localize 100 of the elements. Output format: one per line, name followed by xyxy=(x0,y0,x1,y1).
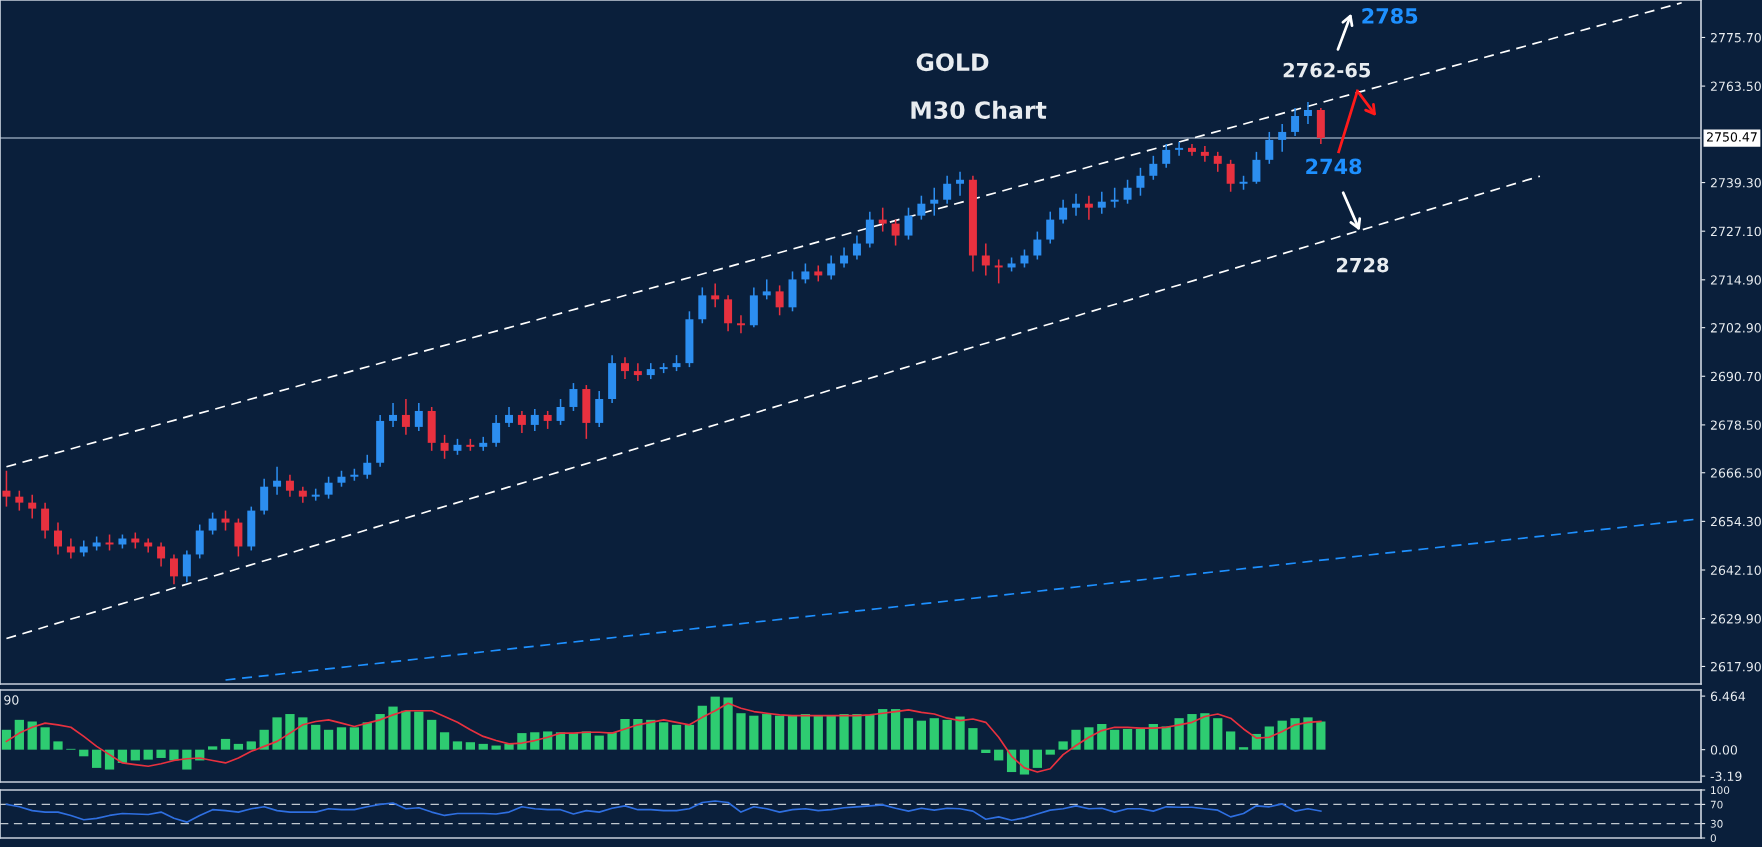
y-tick-label: 2690.70 xyxy=(1710,371,1761,382)
bar xyxy=(401,710,411,750)
y-tick-label: -3.19 xyxy=(1710,771,1742,782)
candlestick xyxy=(1110,186,1119,209)
bar xyxy=(1084,727,1094,750)
candlestick xyxy=(1213,151,1222,173)
candlestick xyxy=(324,475,333,500)
bar xyxy=(1097,723,1107,750)
candlestick xyxy=(1136,167,1145,197)
y-tick-label: 2702.90 xyxy=(1710,323,1761,333)
bar xyxy=(1238,747,1249,750)
bar xyxy=(620,719,630,750)
y-tick-label: 0.00 xyxy=(1710,745,1738,755)
candlestick xyxy=(827,254,836,281)
bar xyxy=(1161,726,1171,750)
y-tick-label: 30 xyxy=(1710,819,1723,828)
candlestick xyxy=(260,477,269,516)
bar xyxy=(1226,731,1236,750)
candlestick xyxy=(363,454,372,480)
candlestick xyxy=(169,553,178,586)
candlestick xyxy=(865,210,874,249)
candlestick xyxy=(994,258,1003,285)
annotation: GOLD xyxy=(916,53,989,72)
bar xyxy=(890,709,901,750)
bar xyxy=(1019,749,1030,775)
bar xyxy=(439,732,450,750)
candlestick xyxy=(891,218,900,247)
bar xyxy=(298,717,308,750)
bar xyxy=(427,719,437,750)
bar xyxy=(478,743,488,750)
candlestick xyxy=(981,242,990,277)
candlestick xyxy=(1046,210,1055,245)
y-tick-label: 2666.50 xyxy=(1710,468,1761,478)
candlestick xyxy=(530,408,539,432)
y-tick-label: 6.464 xyxy=(1710,691,1746,702)
bar xyxy=(362,722,372,750)
bar xyxy=(762,714,772,750)
candlestick xyxy=(917,194,926,221)
candlestick xyxy=(1175,141,1184,157)
bar xyxy=(684,724,695,750)
candlestick xyxy=(1291,107,1300,137)
candlestick xyxy=(556,398,565,426)
candlestick xyxy=(15,489,24,512)
y-tick-label: 2739.30 xyxy=(1710,178,1761,188)
candlestick xyxy=(28,493,37,520)
annotation: 2762-65 xyxy=(1283,62,1371,78)
y-tick-label: 70 xyxy=(1710,800,1723,809)
annotation: 2748 xyxy=(1306,158,1362,175)
candlestick xyxy=(505,406,514,428)
bar xyxy=(581,731,591,750)
y-tick-label: 2617.90 xyxy=(1710,661,1761,672)
candlestick xyxy=(182,549,191,584)
bar xyxy=(543,731,553,750)
candlestick xyxy=(157,541,166,568)
y-tick-label: 2714.90 xyxy=(1710,275,1761,285)
candlestick xyxy=(1084,194,1093,221)
bar xyxy=(14,719,24,750)
line-series xyxy=(5,800,1322,823)
bar xyxy=(311,724,321,750)
bar xyxy=(272,717,282,750)
bar xyxy=(336,727,347,750)
candlestick xyxy=(698,286,707,325)
candlestick xyxy=(852,234,861,261)
y-tick-label: 2629.90 xyxy=(1710,614,1761,624)
candlestick xyxy=(440,434,449,460)
bar xyxy=(723,697,733,750)
bar xyxy=(1110,729,1120,750)
y-tick-label: 100 xyxy=(1711,786,1730,795)
candlestick xyxy=(569,382,578,412)
bar xyxy=(774,715,785,750)
candlestick xyxy=(1059,198,1068,225)
bar xyxy=(697,705,707,750)
bar xyxy=(1200,713,1210,750)
candlestick xyxy=(1033,230,1042,261)
candlestick xyxy=(1162,143,1171,169)
annotation: 2785 xyxy=(1362,8,1418,24)
bar xyxy=(800,714,811,750)
bar xyxy=(826,715,836,750)
bar xyxy=(1277,720,1287,750)
bar xyxy=(1032,749,1042,768)
candlestick xyxy=(930,186,939,217)
bar xyxy=(568,733,579,750)
candlestick xyxy=(1123,179,1132,205)
candlestick xyxy=(1303,101,1312,125)
bar xyxy=(929,718,939,750)
candlestick xyxy=(801,262,810,285)
bar xyxy=(607,732,617,750)
bar xyxy=(1213,718,1223,750)
ref-line-label: 2750.47 xyxy=(1707,132,1757,142)
candlestick xyxy=(724,294,733,333)
bar xyxy=(285,714,295,750)
candlestick xyxy=(41,501,50,540)
candlestick xyxy=(234,517,243,558)
annotation: 2728 xyxy=(1336,257,1389,273)
candlestick xyxy=(1097,190,1106,215)
y-tick-label: 2727.10 xyxy=(1710,226,1761,237)
bar xyxy=(530,732,540,750)
candlestick xyxy=(595,390,604,428)
bar xyxy=(53,741,63,750)
bar xyxy=(220,738,231,750)
